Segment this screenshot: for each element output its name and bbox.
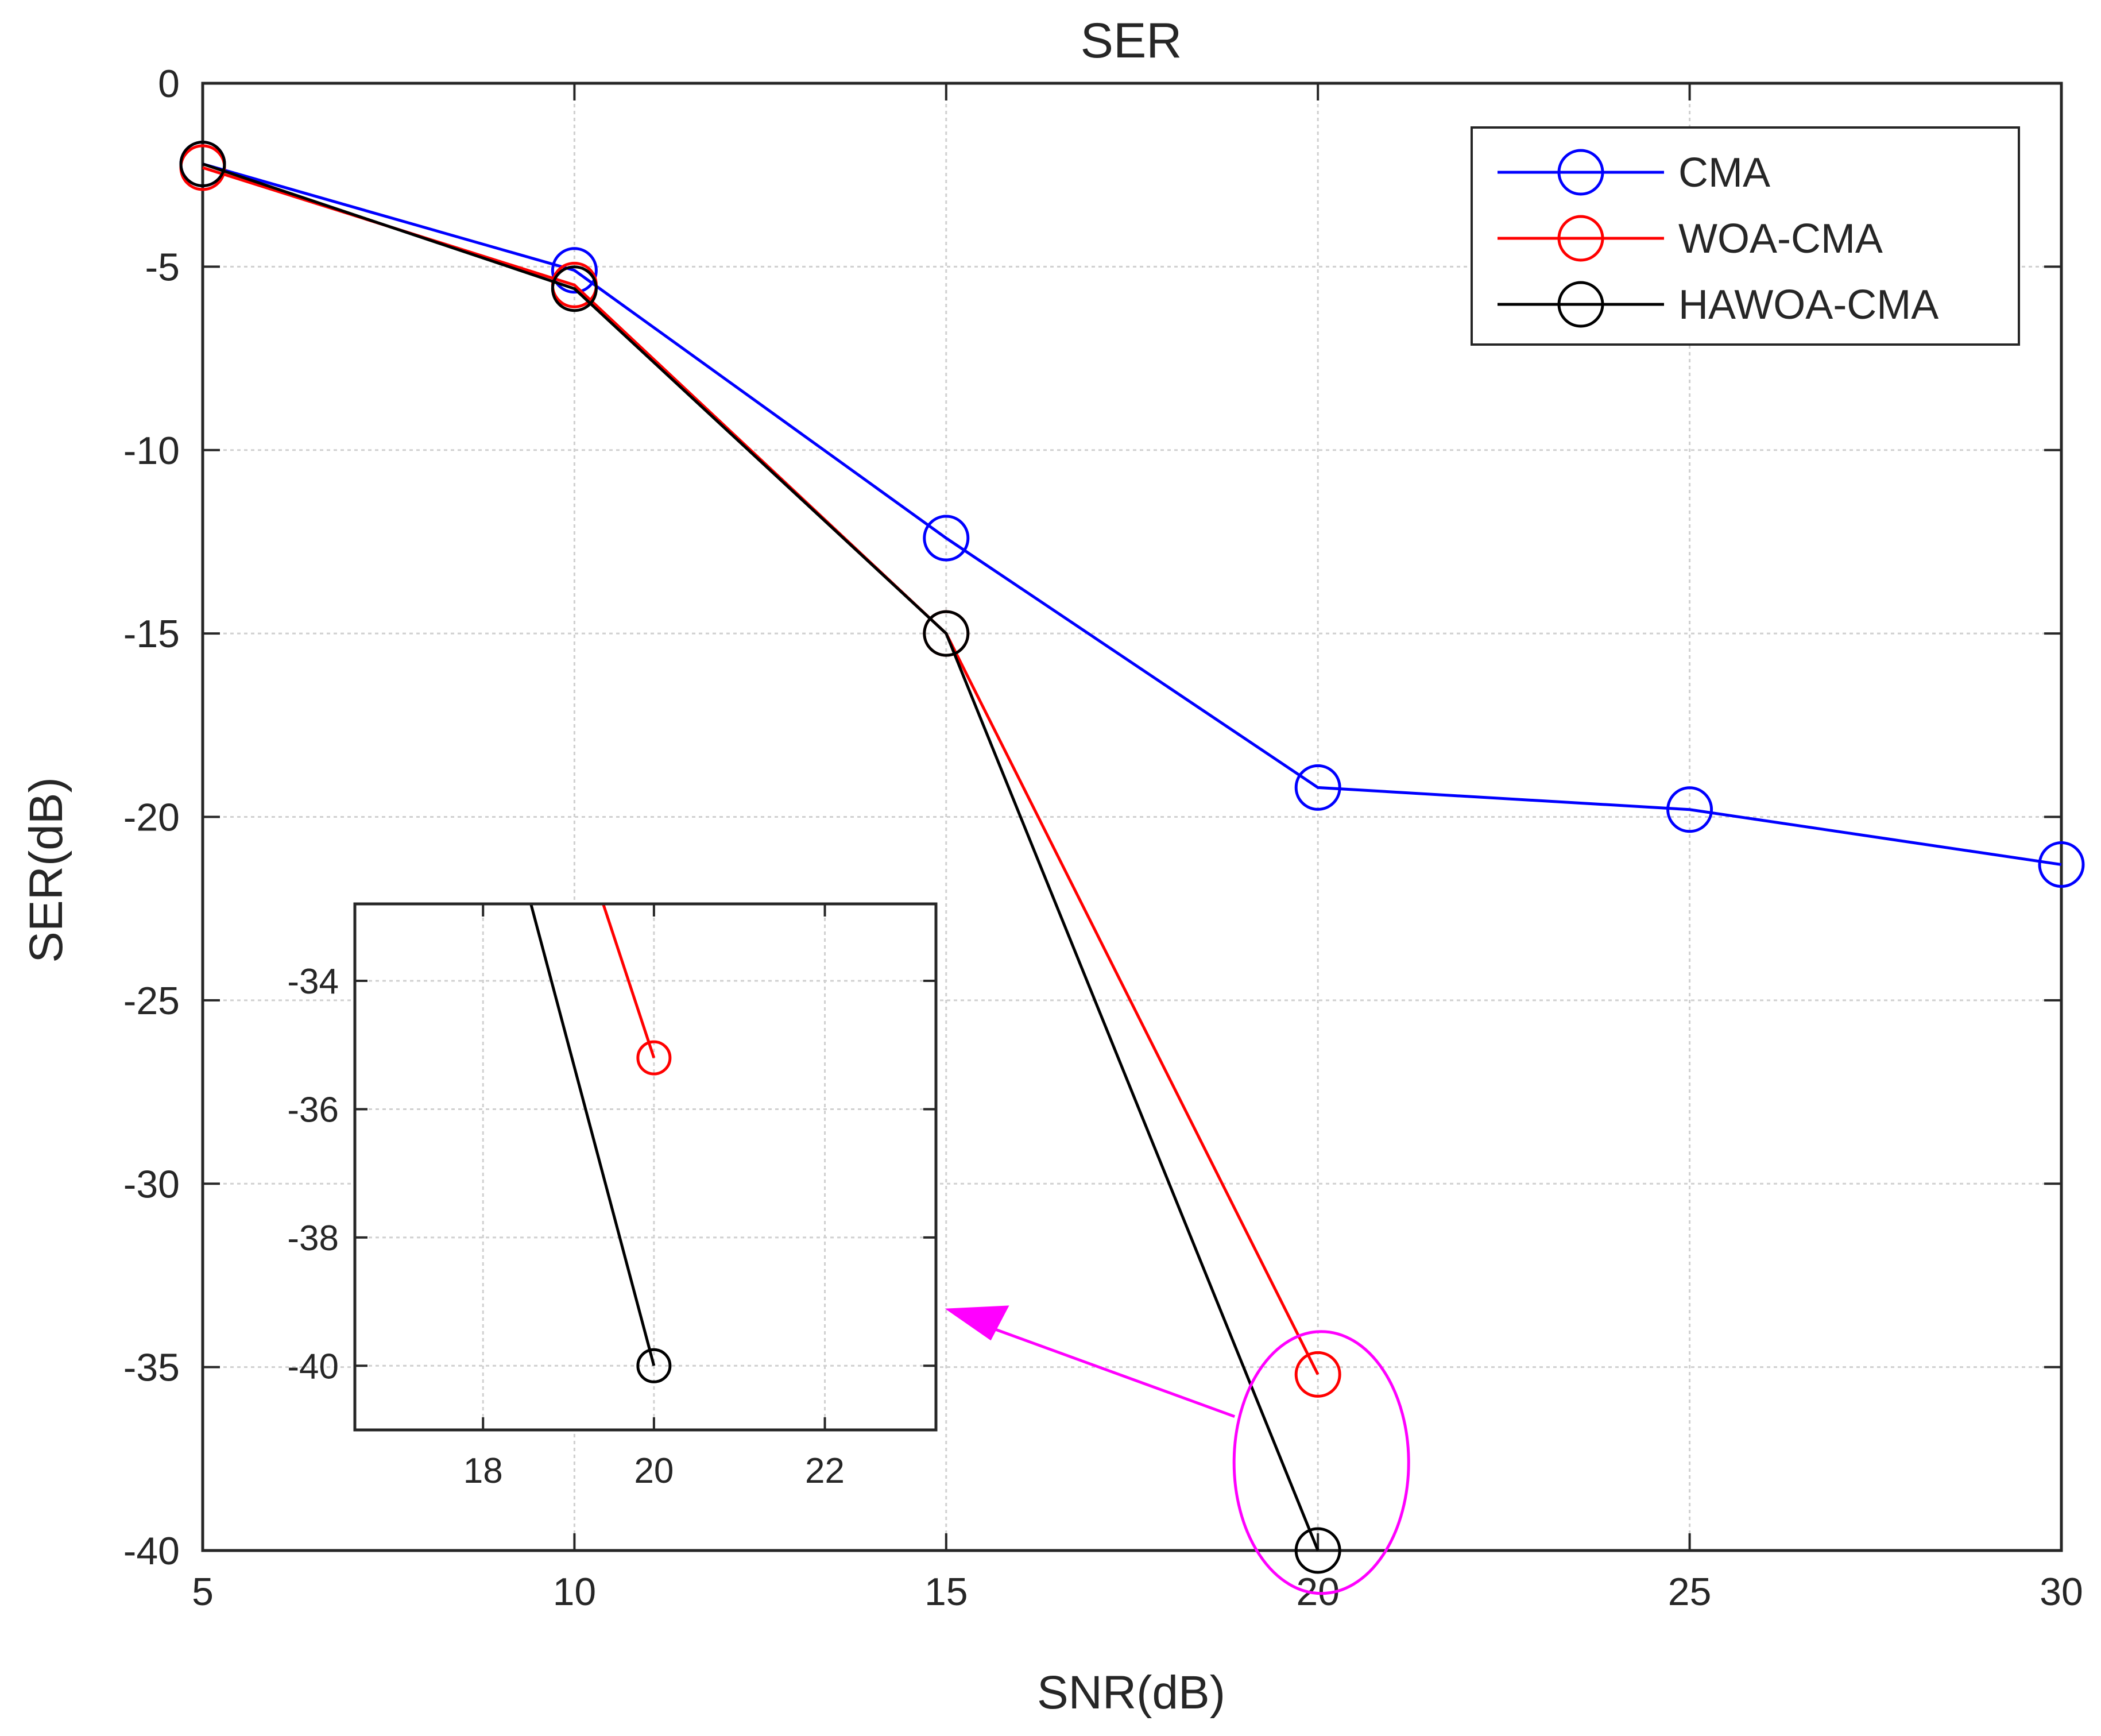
main-axes: 5 10 15 20 25 30 0 -5 -10 -15 -20 -25 -30 -35 -40: [123, 62, 2083, 1614]
marker-cma: [2038, 841, 2085, 888]
legend-label-woa-cma: WOA-CMA: [1678, 216, 1883, 262]
marker-cma: [1666, 786, 1713, 833]
legend-marker-cma: [1557, 149, 1604, 196]
marker-cma: [923, 515, 970, 562]
marker-hawoa-cma: [1294, 1527, 1341, 1574]
y-tick-label: -20: [123, 796, 180, 840]
inset-x-tick-label: 18: [463, 1451, 503, 1491]
inset-zoom-plot: 18 20 22 -34 -36 -38 -40: [287, 902, 938, 1491]
x-tick-label: 15: [924, 1570, 968, 1614]
zoom-annotation: [945, 1305, 1410, 1595]
legend-box: [1471, 126, 2020, 346]
inset-frame: [353, 902, 938, 1432]
plot-frame: [201, 82, 2063, 1552]
inset-background: [355, 904, 936, 1430]
main-series: [179, 141, 2085, 1574]
y-tick-label: -40: [123, 1529, 180, 1573]
zoom-arrow-shaft: [987, 1325, 1236, 1418]
marker-hawoa-cma: [179, 141, 226, 188]
inset-series: [529, 904, 672, 1383]
inset-y-tick-label: -40: [287, 1347, 339, 1386]
highlight-ellipse: [1232, 1330, 1410, 1595]
chart-title: SER: [1081, 13, 1182, 68]
y-tick-label: -35: [123, 1346, 180, 1390]
y-tick-label: -15: [123, 612, 180, 656]
x-axis-title: SNR(dB): [1037, 1667, 1225, 1719]
marker-woa-cma: [1294, 1351, 1341, 1398]
marker-cma: [551, 247, 598, 294]
y-tick-label: -5: [145, 245, 180, 289]
marker-hawoa-cma: [551, 265, 598, 312]
inset-x-tick-label: 22: [805, 1451, 845, 1491]
y-tick-label: -10: [123, 429, 180, 473]
zoom-arrow-head: [945, 1305, 1009, 1341]
legend-label-cma: CMA: [1678, 150, 1770, 196]
x-tick-label: 30: [2040, 1570, 2083, 1614]
x-tick-label: 10: [553, 1570, 597, 1614]
inset-x-tick-label: 20: [634, 1451, 674, 1491]
x-tick-label: 5: [192, 1570, 214, 1614]
legend-marker-hawoa-cma: [1557, 281, 1604, 328]
y-tick-label: -30: [123, 1162, 180, 1206]
legend-marker-woa-cma: [1557, 215, 1604, 262]
x-tick-label: 25: [1668, 1570, 1712, 1614]
series-line-hawoa-cma: [202, 163, 1320, 1551]
marker-cma: [1294, 764, 1341, 811]
y-axis-title: SER(dB): [20, 777, 72, 963]
marker-hawoa-cma: [923, 610, 970, 657]
inset-marker-woa-cma: [636, 1040, 672, 1076]
y-tick-label: 0: [158, 62, 180, 106]
legend-label-hawoa-cma: HAWOA-CMA: [1678, 282, 1939, 328]
inset-y-tick-label: -36: [287, 1090, 339, 1130]
inset-y-tick-label: -38: [287, 1219, 339, 1258]
series-line-cma: [202, 163, 2062, 867]
inset-y-tick-label: -34: [287, 962, 339, 1002]
inset-marker-hawoa-cma: [636, 1348, 672, 1383]
legend: CMA WOA-CMA HAWOA-CMA: [1471, 126, 2020, 346]
y-tick-label: -25: [123, 979, 180, 1023]
